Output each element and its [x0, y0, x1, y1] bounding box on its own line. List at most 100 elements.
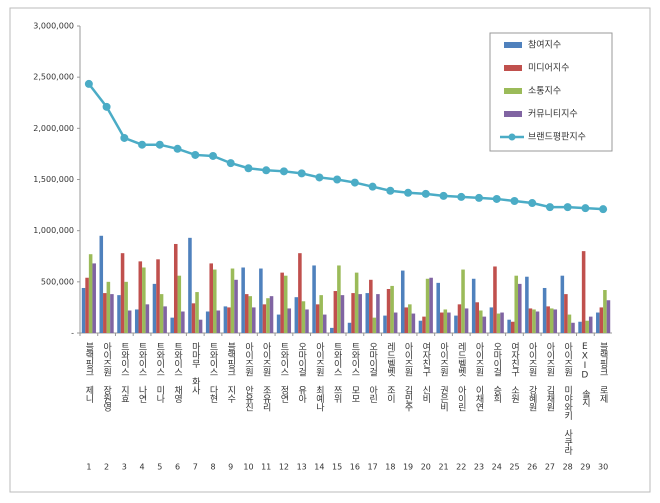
bar — [244, 294, 249, 333]
bar — [482, 316, 487, 333]
x-tick-label: 트와이스 채영 — [172, 342, 182, 403]
bar — [429, 277, 433, 333]
rank-label: 24 — [492, 463, 502, 472]
bar — [177, 275, 182, 333]
bar — [103, 293, 107, 333]
rank-label: 4 — [140, 463, 145, 472]
bar — [181, 311, 185, 333]
bar — [411, 313, 416, 333]
bar — [315, 304, 320, 333]
bar — [571, 322, 575, 333]
legend-label: 소통지수 — [528, 86, 561, 97]
bar — [127, 310, 132, 333]
bar — [461, 269, 465, 333]
x-tick-label: 여자친구 소원 — [509, 341, 519, 403]
line-marker — [191, 150, 200, 159]
bar — [425, 278, 430, 333]
bar — [241, 267, 245, 333]
bar — [301, 301, 306, 333]
bar — [464, 308, 469, 333]
rank-label: 9 — [228, 463, 233, 472]
line-marker — [138, 140, 147, 149]
bar — [542, 287, 547, 333]
line-marker — [421, 189, 430, 198]
x-tick-label: 오마이걸 아린 — [367, 342, 377, 403]
bar — [606, 300, 611, 333]
rank-label: 13 — [297, 463, 307, 472]
y-tick-label: - — [71, 329, 74, 338]
x-tick-label: 마마무 화사 — [190, 342, 200, 396]
bar — [564, 294, 568, 333]
bar — [418, 320, 423, 333]
bar — [124, 281, 128, 333]
bar — [330, 327, 334, 333]
line-marker — [386, 186, 395, 195]
line-marker — [333, 175, 342, 184]
line-marker — [297, 169, 306, 178]
line-marker — [350, 178, 359, 187]
bar — [436, 282, 440, 333]
line-marker — [581, 204, 590, 213]
rank-label: 10 — [243, 463, 253, 472]
bar — [400, 270, 405, 333]
bar — [369, 279, 373, 333]
bar — [156, 259, 160, 333]
x-tick-label: 아이즈원 최예나 — [314, 342, 324, 413]
x-tick-label: 오마이걸 승희 — [491, 342, 501, 404]
bar — [581, 251, 586, 333]
bar — [188, 237, 192, 333]
bar — [376, 294, 380, 333]
x-tick-label: 아이즈원 안유진 — [243, 342, 253, 412]
bar — [404, 307, 409, 333]
x-tick-label: 트와이스 다현 — [208, 342, 218, 403]
bar — [319, 295, 323, 333]
rank-label: 11 — [261, 463, 271, 472]
bar — [209, 263, 213, 333]
rank-label: 25 — [509, 463, 519, 472]
bar — [535, 311, 540, 333]
bar — [170, 317, 174, 333]
x-tick-label: 트와이스 나연 — [137, 342, 147, 403]
bar — [117, 295, 121, 333]
x-tick-label: 아이즈원 미야와키 사쿠라 — [562, 342, 572, 456]
x-tick-label: 트와이스 지효 — [119, 342, 129, 403]
bar — [390, 285, 394, 333]
bar — [280, 272, 284, 333]
line-marker — [528, 199, 537, 208]
bar — [234, 279, 238, 333]
bar — [386, 288, 391, 333]
bar — [191, 303, 196, 333]
bar — [585, 320, 589, 333]
bar — [518, 283, 522, 333]
bar — [588, 316, 593, 333]
line-marker — [492, 194, 501, 203]
bar — [88, 254, 93, 333]
bar — [493, 266, 497, 333]
bar — [138, 261, 143, 333]
x-tick-label: 블랙핑크 제니 — [83, 342, 93, 404]
bar — [106, 281, 111, 333]
bar — [422, 316, 426, 333]
bar — [439, 312, 444, 333]
rank-label: 8 — [210, 463, 215, 472]
x-tick-label: EXID 솔지 — [580, 342, 590, 408]
bar — [276, 314, 281, 333]
bar — [354, 272, 359, 333]
line-marker — [404, 188, 413, 197]
bar — [457, 304, 462, 333]
bar — [269, 296, 274, 333]
line-marker — [120, 133, 129, 142]
bar — [500, 312, 504, 333]
bar — [340, 295, 345, 333]
bar — [496, 313, 501, 333]
bar — [408, 304, 412, 333]
bar — [205, 311, 210, 333]
bar — [159, 294, 164, 333]
rank-label: 7 — [193, 463, 198, 472]
line-marker — [545, 203, 554, 212]
bar — [507, 319, 511, 333]
x-tick-label: 오마이걸 유아 — [296, 342, 306, 404]
bar — [283, 275, 288, 333]
rank-label: 12 — [279, 463, 289, 472]
x-tick-label: 여자친구 신비 — [420, 341, 430, 404]
